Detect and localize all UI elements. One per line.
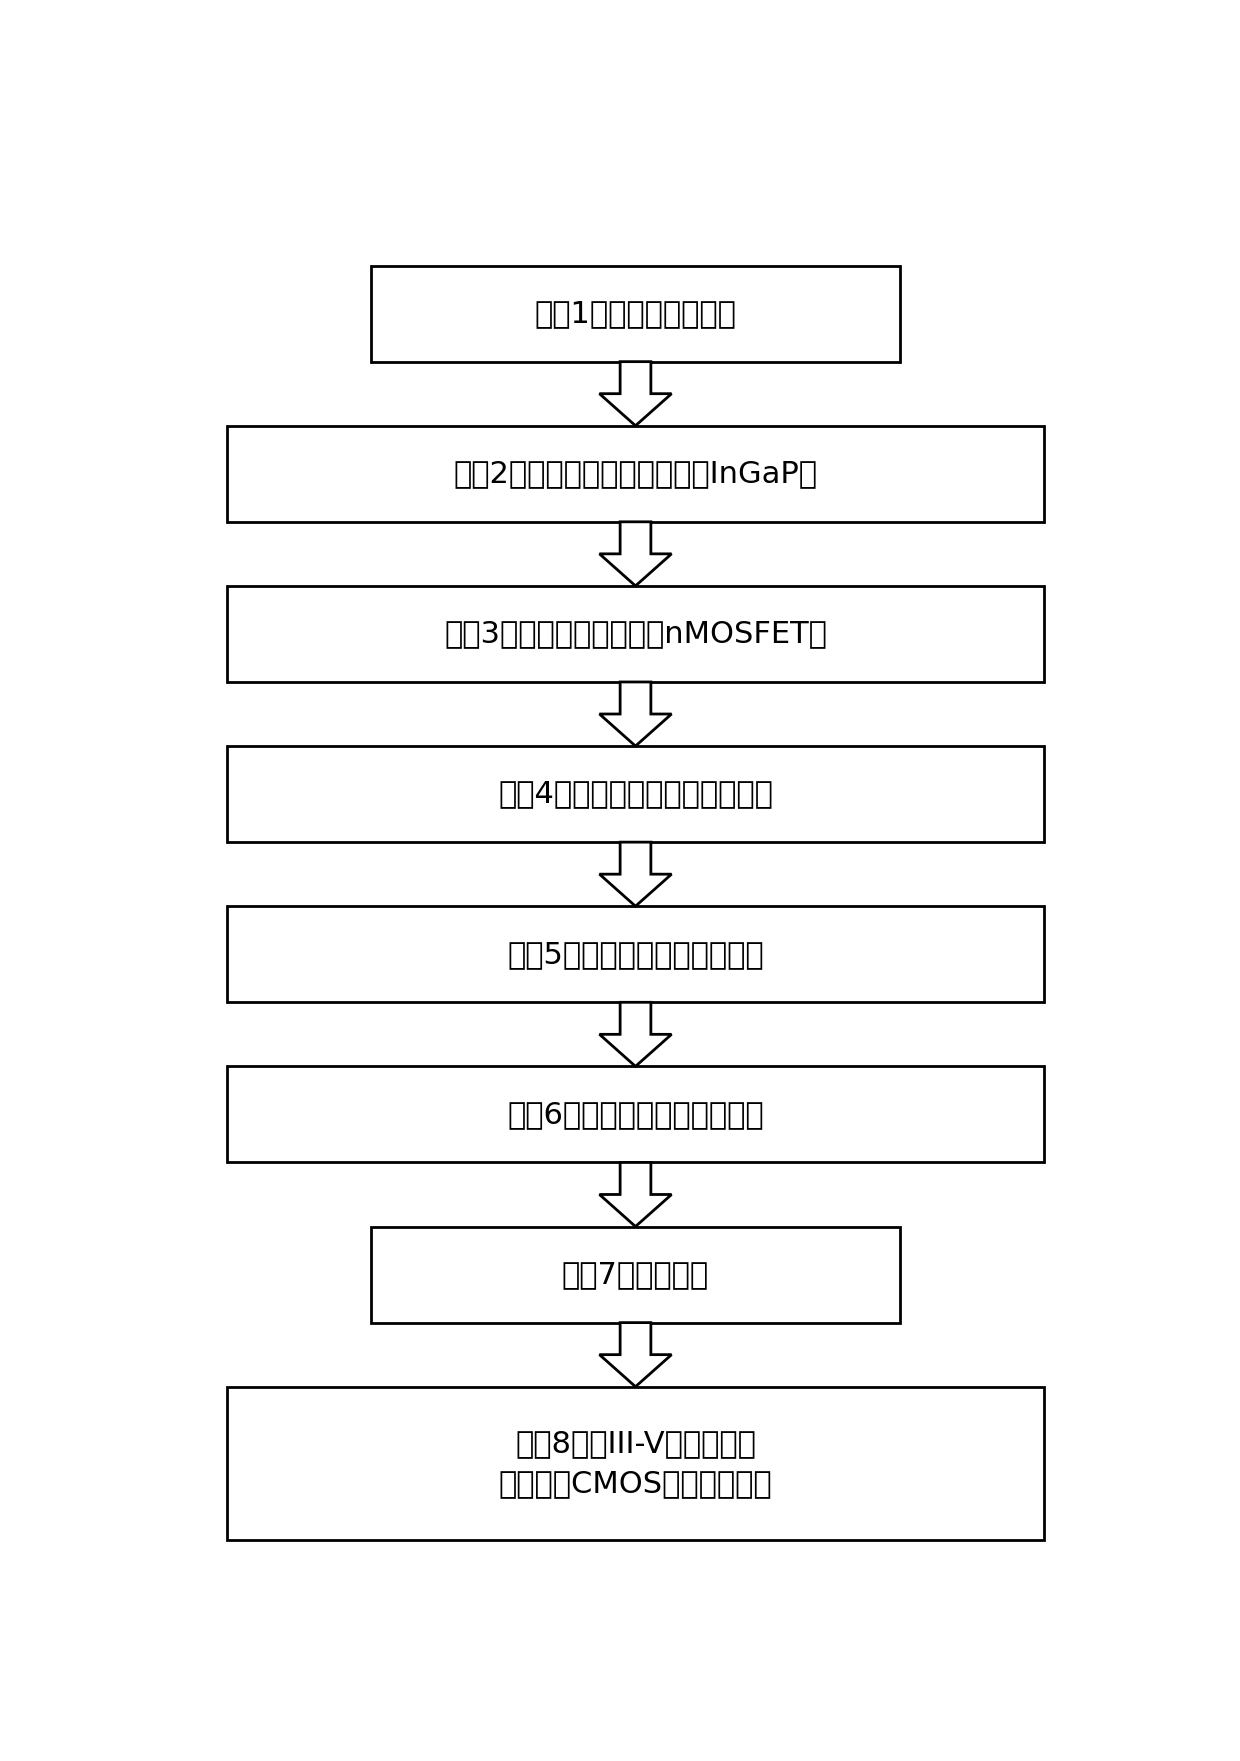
Bar (371, 266, 900, 361)
Polygon shape (599, 842, 672, 907)
Text: 步骤8：在III-V族区域和锗
区域进行CMOS工艺完成器件: 步骤8：在III-V族区域和锗 区域进行CMOS工艺完成器件 (498, 1428, 773, 1499)
Bar (227, 426, 1044, 521)
Text: 步骤2：退火后外延砷化镓层和InGaP层: 步骤2：退火后外延砷化镓层和InGaP层 (454, 460, 817, 488)
Text: 步骤3：抛光、退火后外延nMOSFET层: 步骤3：抛光、退火后外延nMOSFET层 (444, 620, 827, 648)
Bar (371, 1226, 900, 1323)
Polygon shape (599, 521, 672, 586)
Text: 步骤7：抛光锗层: 步骤7：抛光锗层 (562, 1261, 709, 1289)
Bar (227, 586, 1044, 682)
Text: 步骤5：刻蚀凹槽内的二氧化硅: 步骤5：刻蚀凹槽内的二氧化硅 (507, 940, 764, 969)
Text: 步骤6：二氧化硅沟槽内生长锗: 步骤6：二氧化硅沟槽内生长锗 (507, 1101, 764, 1129)
Polygon shape (599, 361, 672, 426)
Text: 步骤1：硅衬底外延锗层: 步骤1：硅衬底外延锗层 (534, 299, 737, 328)
Bar (227, 1067, 1044, 1162)
Bar (227, 747, 1044, 842)
Polygon shape (599, 682, 672, 747)
Polygon shape (599, 1162, 672, 1226)
Polygon shape (599, 1323, 672, 1386)
Polygon shape (599, 1002, 672, 1067)
Text: 步骤4：刻蚀凹槽并沉积二氧化硅: 步骤4：刻蚀凹槽并沉积二氧化硅 (498, 780, 773, 808)
Bar (227, 907, 1044, 1002)
Bar (227, 1386, 1044, 1541)
